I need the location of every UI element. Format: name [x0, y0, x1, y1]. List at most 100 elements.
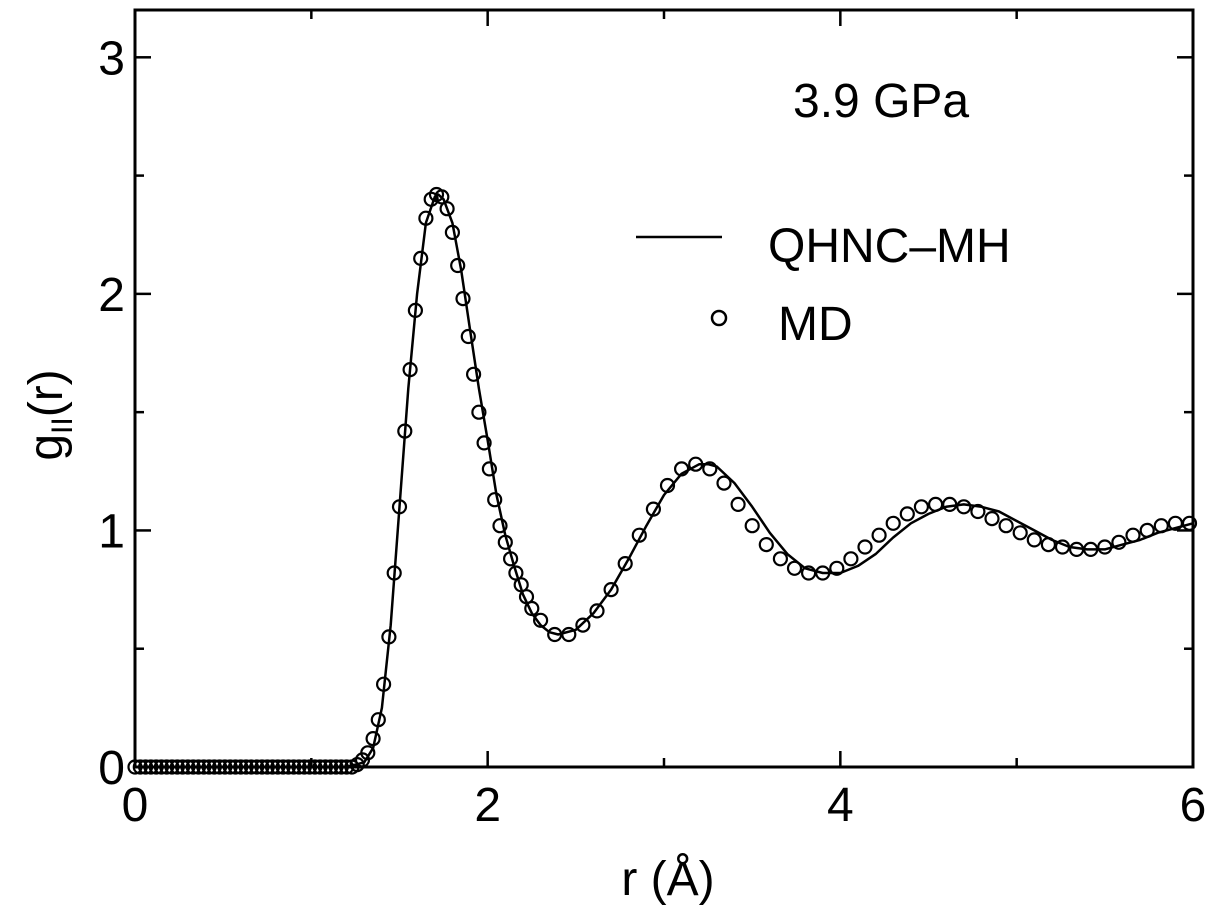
tick-labels: 0 2 4 6 0 1 2 3 — [98, 32, 1206, 832]
series-md — [127, 186, 1198, 775]
md-point — [413, 250, 429, 266]
md-point — [175, 759, 191, 775]
md-point — [381, 629, 397, 645]
md-point — [1153, 518, 1169, 534]
md-point — [1040, 536, 1057, 553]
md-point — [476, 435, 492, 451]
md-point — [927, 496, 944, 512]
md-point — [418, 210, 434, 226]
legend: QHNC–MH MD — [636, 220, 1011, 351]
y-tick-label: 1 — [98, 505, 125, 558]
md-point — [1012, 525, 1028, 541]
qhnc-mh-curve — [135, 193, 1194, 769]
md-point — [487, 492, 503, 508]
md-point — [397, 423, 413, 439]
x-tick-label: 2 — [474, 779, 501, 832]
md-point — [730, 496, 746, 512]
md-point — [365, 730, 381, 747]
md-point — [673, 461, 690, 477]
md-point — [190, 759, 207, 775]
md-point — [603, 581, 619, 598]
md-point — [450, 257, 466, 274]
md-point — [143, 759, 159, 775]
md-point — [164, 759, 180, 775]
x-tick-label: 0 — [122, 779, 149, 832]
md-point — [323, 759, 339, 775]
md-point — [481, 461, 497, 477]
md-point — [376, 676, 392, 692]
md-point — [702, 461, 718, 477]
axis-ticks — [133, 10, 1195, 769]
md-point — [561, 626, 577, 643]
md-point — [1054, 539, 1071, 555]
md-point — [407, 302, 423, 318]
md-point — [196, 759, 212, 775]
md-point — [291, 759, 307, 775]
md-point — [360, 745, 376, 761]
md-point — [1097, 539, 1113, 555]
md-point — [575, 617, 591, 633]
md-point — [254, 759, 270, 775]
y-label-main: g — [20, 434, 73, 461]
md-point — [1125, 527, 1141, 543]
md-point — [370, 712, 386, 728]
md-point — [786, 560, 803, 576]
md-point — [1026, 532, 1042, 548]
md-point — [132, 759, 148, 775]
md-point — [942, 496, 958, 512]
md-point — [233, 759, 249, 775]
md-point — [524, 600, 540, 617]
md-point — [688, 456, 704, 472]
md-point — [1139, 522, 1155, 539]
y-label-tail: (r) — [20, 369, 73, 417]
md-point — [913, 499, 930, 515]
md-point — [270, 759, 286, 775]
md-point — [532, 612, 549, 628]
md-point — [659, 477, 676, 494]
md-point — [238, 759, 254, 775]
md-point — [169, 759, 185, 775]
md-point — [206, 759, 222, 775]
md-point — [1181, 515, 1198, 531]
md-point — [815, 565, 831, 581]
md-point — [503, 551, 519, 567]
md-point — [280, 759, 296, 775]
y-tick-label: 3 — [98, 32, 125, 85]
annotation-pressure: 3.9 GPa — [793, 75, 969, 128]
md-point — [439, 201, 455, 217]
x-tick-label: 4 — [827, 779, 854, 832]
md-point — [264, 759, 281, 775]
md-point — [212, 759, 228, 775]
md-point — [800, 565, 817, 581]
md-point — [302, 759, 318, 775]
md-point — [249, 759, 265, 775]
x-tick-label: 6 — [1180, 779, 1207, 832]
md-point — [307, 759, 323, 775]
md-point — [201, 759, 217, 775]
md-point — [998, 518, 1014, 534]
md-point — [497, 534, 513, 550]
x-axis-label: r (Å) — [621, 853, 714, 906]
md-point — [185, 759, 201, 775]
md-point — [744, 518, 760, 534]
md-point — [296, 759, 312, 775]
md-point — [460, 328, 476, 345]
md-point — [148, 759, 164, 775]
md-point — [843, 551, 859, 567]
md-point — [645, 501, 662, 517]
md-point — [259, 759, 275, 775]
legend-marker-md — [710, 309, 728, 327]
md-point — [339, 759, 355, 775]
md-point — [386, 565, 402, 581]
plot-frame — [133, 8, 1195, 769]
md-point — [333, 759, 349, 775]
md-point — [492, 518, 508, 534]
md-point — [617, 555, 633, 572]
md-point — [716, 475, 732, 491]
legend-label-md: MD — [778, 298, 853, 351]
y-label-subscript: II — [46, 417, 79, 434]
md-point — [857, 539, 873, 555]
md-point — [153, 759, 169, 775]
md-point — [871, 527, 887, 543]
